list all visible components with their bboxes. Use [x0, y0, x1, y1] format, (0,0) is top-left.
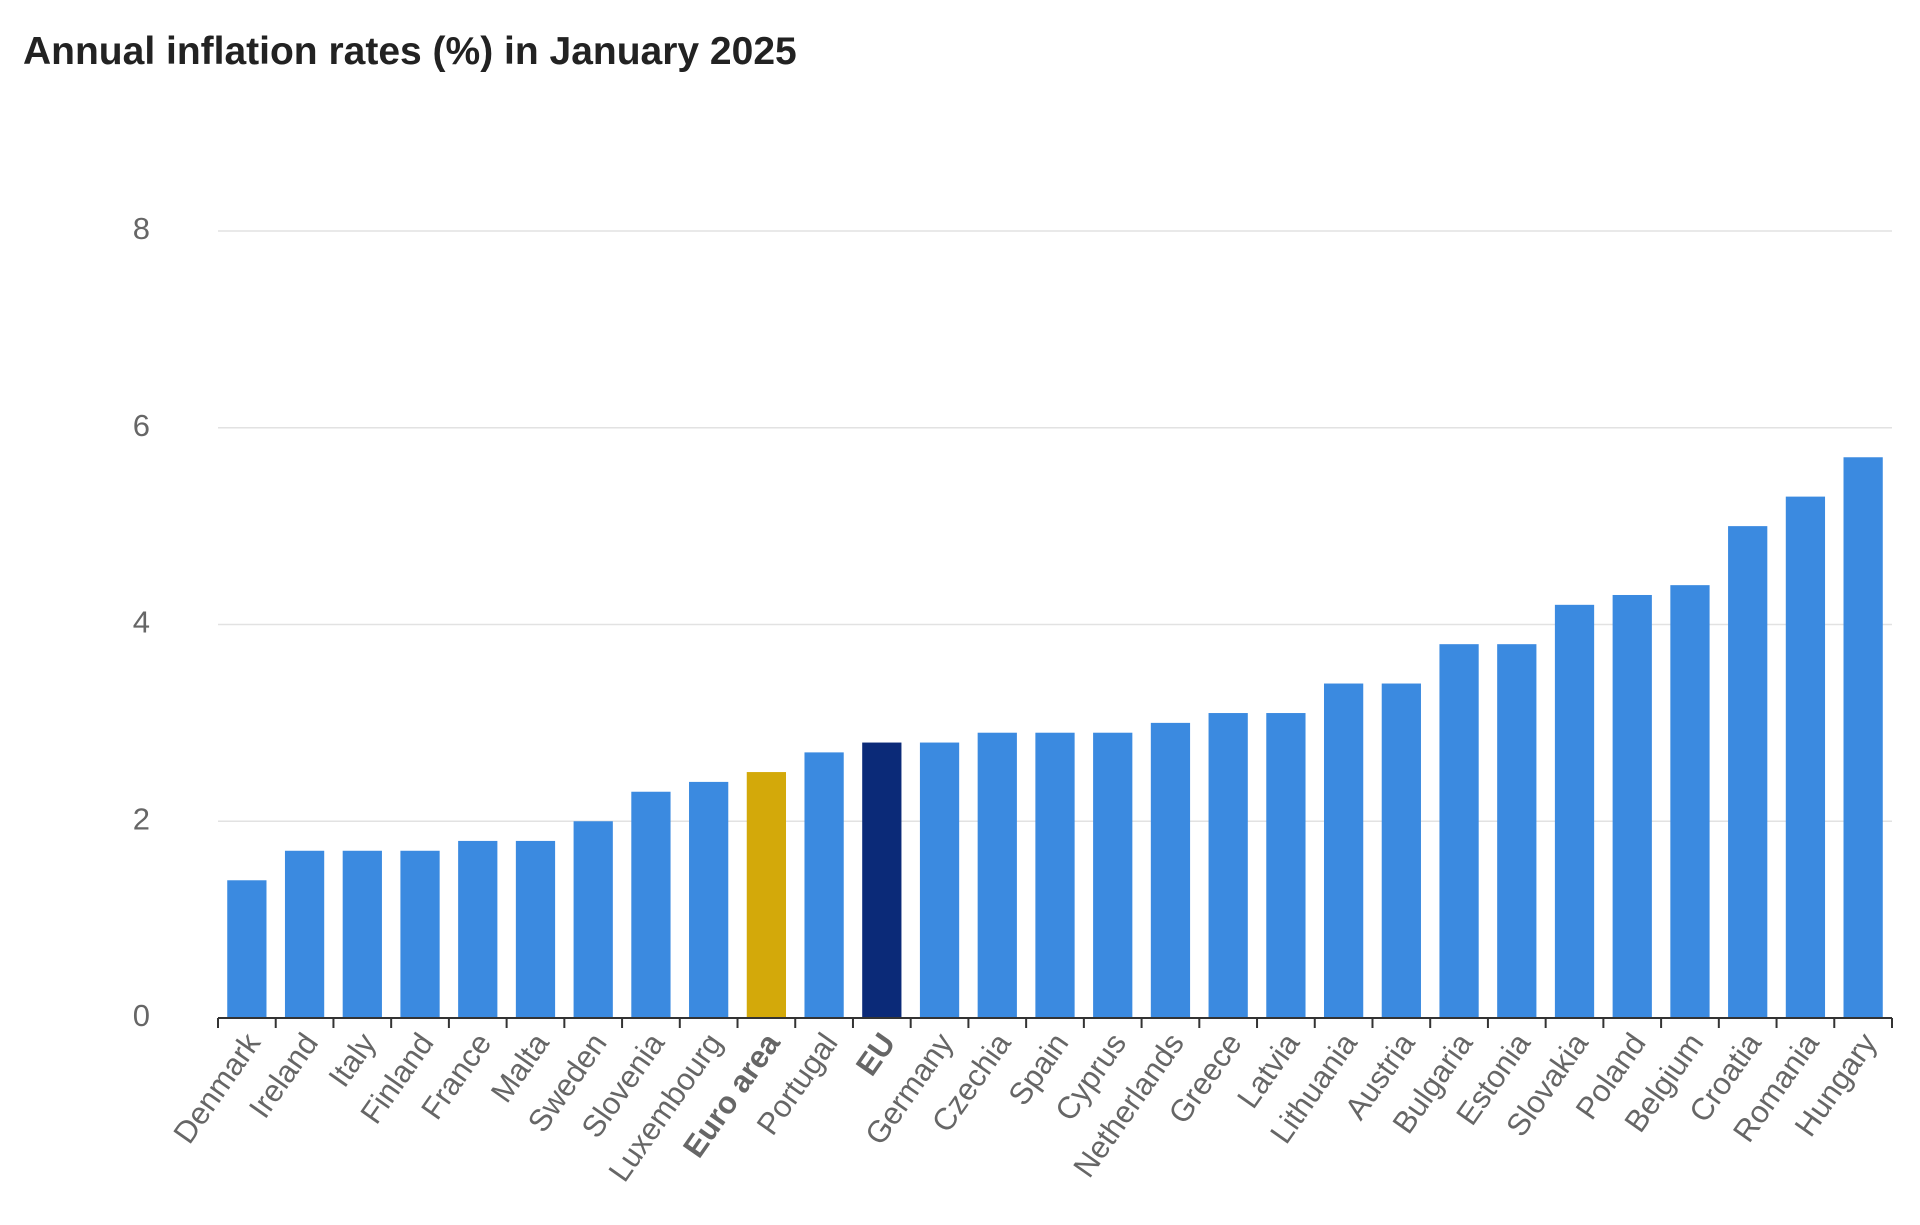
bar-eu	[862, 742, 902, 1018]
bar-france	[458, 840, 498, 1018]
bar-croatia	[1728, 526, 1768, 1018]
bar-netherlands	[1150, 722, 1191, 1018]
y-tick-label: 4	[133, 605, 150, 640]
bar-latvia	[1266, 713, 1306, 1018]
bar-finland	[400, 850, 440, 1018]
bar-romania	[1785, 496, 1826, 1018]
x-axis	[217, 1017, 1893, 1028]
bar-belgium	[1670, 585, 1710, 1018]
y-tick-label: 8	[133, 211, 150, 246]
bar-austria	[1381, 683, 1421, 1018]
bar-italy	[342, 850, 382, 1018]
bar-denmark	[227, 880, 267, 1018]
bar-bulgaria	[1439, 644, 1479, 1018]
bar-cyprus	[1093, 732, 1133, 1018]
bar-slovakia	[1554, 604, 1595, 1018]
bar-portugal	[804, 752, 844, 1018]
bar-estonia	[1497, 644, 1537, 1018]
chart-title: Annual inflation rates (%) in January 20…	[23, 30, 797, 73]
bar-malta	[515, 840, 556, 1018]
bar-spain	[1035, 732, 1075, 1018]
x-axis-tick-labels: DenmarkIrelandItalyFinlandFranceMaltaSwe…	[166, 1026, 1883, 1188]
bar-luxembourg	[689, 781, 729, 1018]
x-tick-label-eu: EU	[849, 1027, 902, 1082]
bar-sweden	[573, 821, 613, 1018]
y-tick-label: 2	[133, 801, 150, 836]
bar-poland	[1612, 594, 1652, 1018]
bar-hungary	[1843, 457, 1883, 1018]
y-tick-label: 0	[133, 998, 150, 1033]
bar-slovenia	[631, 791, 671, 1018]
bar-ireland	[284, 850, 325, 1018]
bar-czechia	[977, 732, 1017, 1018]
bar-germany	[919, 742, 960, 1018]
bar-lithuania	[1323, 683, 1364, 1018]
y-tick-label: 6	[133, 408, 150, 443]
y-axis-tick-labels: 0 2 4 6 8	[133, 211, 150, 1033]
bar-greece	[1208, 713, 1248, 1018]
bars	[227, 457, 1883, 1018]
bar-euro-area	[746, 772, 787, 1018]
